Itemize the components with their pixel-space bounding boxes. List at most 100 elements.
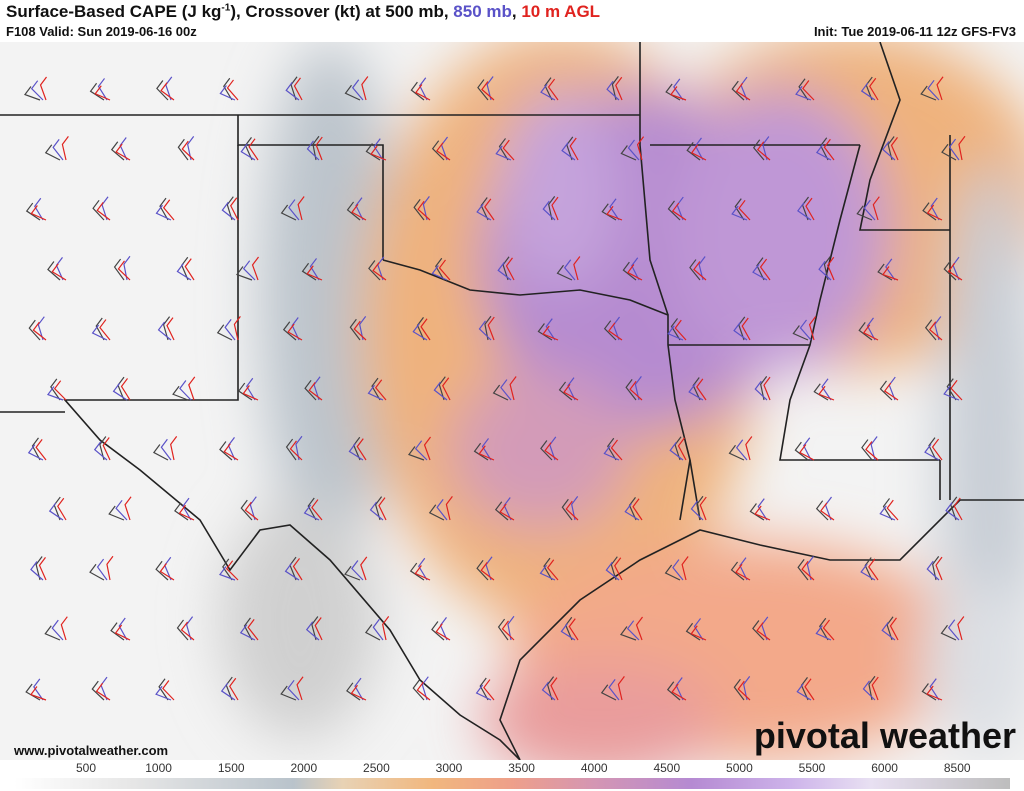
- wind-barb: [52, 139, 64, 161]
- wind-barb: [348, 443, 364, 461]
- wind-barb: [879, 505, 896, 521]
- wind-barb: [620, 145, 637, 161]
- wind-barb: [935, 556, 943, 581]
- wind-barb: [631, 257, 640, 281]
- wind-barb: [866, 317, 876, 341]
- wind-barb: [606, 80, 620, 101]
- wind-barb: [813, 383, 829, 401]
- wind-barb: [476, 203, 492, 221]
- wind-barb: [308, 382, 323, 401]
- wind-barb: [184, 258, 195, 281]
- wind-barb: [603, 445, 620, 461]
- colorbar-label: 2000: [290, 761, 317, 775]
- wind-barb: [694, 137, 704, 161]
- wind-barb: [763, 376, 771, 401]
- wind-barb: [96, 202, 111, 221]
- wind-barb: [571, 495, 579, 521]
- wind-barb: [879, 380, 893, 401]
- wind-barb: [617, 676, 625, 701]
- wind-barb: [605, 561, 620, 581]
- wind-barb: [927, 79, 940, 101]
- colorbar-label: 500: [76, 761, 96, 775]
- wind-barb: [760, 375, 768, 401]
- wind-barb: [563, 383, 579, 401]
- wind-barb: [690, 625, 707, 641]
- colorbar-label: 1500: [218, 761, 245, 775]
- wind-barb: [344, 84, 361, 101]
- wind-barb: [113, 258, 125, 281]
- wind-barb: [802, 80, 815, 101]
- wind-barb: [666, 681, 681, 701]
- wind-barb: [860, 82, 876, 101]
- wind-barb: [673, 78, 684, 101]
- wind-barb: [44, 625, 61, 641]
- wind-barb: [351, 79, 364, 101]
- wind-barb: [819, 617, 829, 641]
- wind-barb: [419, 77, 428, 101]
- wind-barb: [547, 78, 559, 101]
- wind-barb: [412, 323, 428, 341]
- wind-barb: [926, 560, 940, 581]
- wind-barb: [669, 442, 684, 461]
- wind-barb: [544, 77, 553, 101]
- wind-barb: [756, 141, 771, 161]
- wind-barb: [170, 435, 178, 461]
- wind-barb: [242, 260, 256, 281]
- wind-barb: [690, 500, 704, 521]
- wind-barb: [155, 204, 172, 221]
- wind-barb: [219, 85, 236, 101]
- wind-barb: [117, 260, 131, 281]
- wind-barb: [860, 563, 876, 581]
- wind-barb: [285, 82, 300, 101]
- wind-barb: [619, 626, 637, 641]
- wind-barb: [815, 625, 832, 641]
- wind-barb: [31, 437, 41, 461]
- wind-barb: [355, 197, 364, 221]
- wind-barb: [155, 685, 172, 701]
- wind-barb: [242, 385, 259, 401]
- wind-barb: [624, 503, 640, 521]
- wind-barb: [636, 136, 645, 161]
- wind-barb: [431, 621, 445, 641]
- wind-barb: [438, 376, 446, 401]
- wind-barb: [378, 497, 387, 521]
- wind-barb: [886, 499, 899, 521]
- wind-barb: [27, 444, 44, 461]
- wind-barb: [930, 197, 940, 221]
- wind-barb: [561, 498, 573, 521]
- wind-barb: [689, 259, 701, 281]
- wind-barb: [823, 138, 835, 161]
- wind-barb: [728, 444, 745, 461]
- wind-barb: [112, 382, 128, 401]
- wind-barb: [798, 444, 815, 461]
- wind-barb: [188, 376, 196, 401]
- title: Surface-Based CAPE (J kg-1), Crossover (…: [6, 2, 600, 22]
- wind-barb: [226, 79, 239, 101]
- wind-barb: [815, 144, 832, 161]
- wind-barb: [685, 622, 701, 641]
- wind-barb: [865, 441, 879, 461]
- logo: pivotal weather: [754, 715, 1016, 756]
- wind-barb: [428, 504, 445, 521]
- wind-barb: [368, 260, 381, 281]
- wind-barb: [423, 436, 432, 461]
- wind-barb: [735, 563, 751, 581]
- wind-barb: [943, 260, 957, 281]
- wind-barb: [509, 376, 517, 401]
- wind-barb: [696, 378, 707, 401]
- wind-barb: [608, 322, 623, 341]
- wind-barb: [96, 558, 108, 581]
- wind-barb: [407, 446, 425, 461]
- wind-barb: [548, 195, 556, 221]
- wind-barb: [675, 677, 684, 701]
- wind-barb: [928, 437, 937, 461]
- wind-barb: [546, 676, 555, 701]
- colorbar-label: 5500: [799, 761, 826, 775]
- wind-barb: [608, 679, 620, 701]
- wind-barb: [540, 83, 556, 101]
- wind-barb: [159, 563, 175, 581]
- wind-barb: [542, 325, 559, 341]
- colorbar-label: 3500: [508, 761, 535, 775]
- wind-barb: [303, 504, 320, 521]
- colorbar-label: 3000: [436, 761, 463, 775]
